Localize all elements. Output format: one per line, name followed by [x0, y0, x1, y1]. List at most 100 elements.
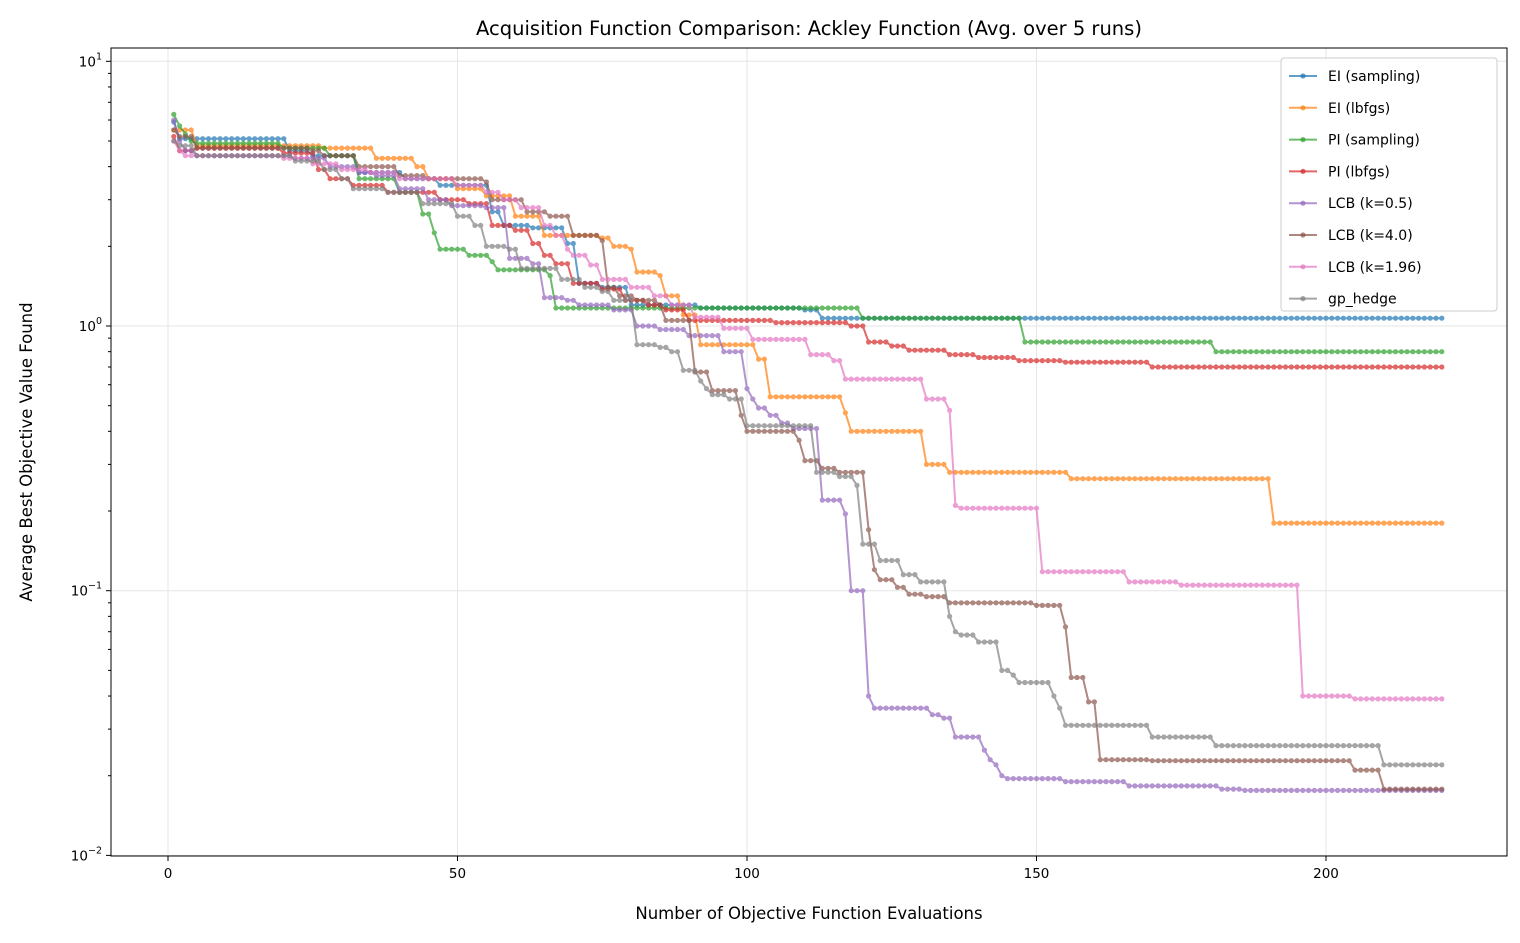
data-point [1288, 582, 1294, 588]
data-point [1253, 787, 1260, 794]
data-point [1392, 349, 1399, 355]
data-point [1126, 476, 1132, 482]
data-point [813, 352, 820, 358]
data-point [1416, 315, 1422, 321]
data-point [738, 325, 744, 331]
data-point [1352, 696, 1358, 702]
data-point [200, 140, 206, 146]
data-point [1028, 315, 1034, 321]
data-point [894, 376, 901, 382]
data-point [1039, 315, 1045, 321]
data-point [1109, 757, 1115, 763]
data-point [1311, 758, 1317, 764]
data-point [1149, 315, 1155, 321]
data-point [715, 388, 721, 394]
data-point [1363, 520, 1370, 526]
y-tick-label: 101 [79, 51, 102, 70]
data-point [842, 511, 849, 517]
data-point [1091, 779, 1097, 785]
data-point [1068, 779, 1074, 785]
data-point [524, 222, 530, 228]
data-point [1300, 349, 1306, 355]
data-point [808, 320, 814, 326]
data-point [605, 276, 611, 282]
series-gp-hedge [171, 138, 1445, 768]
data-point [1248, 787, 1254, 794]
data-point [1039, 679, 1045, 686]
data-point [512, 222, 519, 228]
data-point [1387, 364, 1393, 370]
data-point [1138, 783, 1144, 789]
data-point [564, 232, 571, 238]
data-point [258, 136, 264, 142]
y-tick-label: 10−1 [71, 581, 102, 600]
data-point [640, 297, 646, 303]
data-point [414, 176, 420, 182]
data-point [1004, 667, 1011, 674]
data-point [1138, 359, 1144, 365]
data-point [952, 352, 959, 358]
x-axis: 0 50 100 150 200 [164, 856, 1339, 882]
data-point [240, 145, 246, 151]
data-point [1271, 758, 1277, 764]
data-point [674, 317, 681, 323]
data-point [1329, 315, 1335, 321]
data-point [628, 297, 634, 303]
data-point [246, 145, 252, 151]
data-point [1236, 758, 1242, 764]
data-point [831, 320, 837, 326]
data-point [1184, 339, 1190, 345]
data-point [315, 148, 322, 154]
data-point [1190, 758, 1196, 764]
data-point [1363, 743, 1370, 749]
data-point [894, 584, 901, 590]
data-point [1253, 315, 1260, 321]
data-point [426, 201, 432, 207]
data-point [1340, 364, 1346, 370]
data-point [646, 342, 652, 348]
data-point [657, 273, 663, 279]
data-point [1167, 734, 1173, 740]
data-point [408, 186, 414, 192]
data-point [703, 305, 710, 311]
data-point [819, 352, 825, 358]
data-point [570, 232, 576, 238]
data-point [727, 342, 733, 348]
data-point [350, 153, 356, 159]
data-point [1358, 696, 1364, 702]
data-point [813, 394, 820, 400]
data-point [1277, 758, 1283, 764]
data-point [229, 140, 235, 146]
data-point [1404, 315, 1410, 321]
data-point [883, 577, 889, 583]
x-tick-label: 100 [734, 866, 760, 882]
data-point [1190, 339, 1196, 345]
data-point [489, 259, 495, 265]
data-point [981, 505, 988, 511]
data-point [854, 482, 860, 488]
data-point [750, 423, 756, 429]
data-point [738, 396, 744, 402]
data-point [1225, 786, 1231, 792]
data-point [871, 339, 878, 345]
data-point [698, 369, 704, 375]
data-point [1294, 743, 1300, 749]
data-point [1143, 476, 1150, 482]
data-point [640, 323, 646, 329]
data-point [900, 428, 906, 434]
data-point [1155, 339, 1161, 345]
data-point [177, 133, 183, 140]
data-point [663, 307, 669, 313]
data-point [431, 197, 437, 203]
data-point [611, 284, 617, 290]
data-point [1033, 602, 1040, 609]
data-point [1039, 602, 1045, 609]
data-point [518, 222, 524, 228]
legend-entry: gp_hedge [1289, 292, 1397, 308]
data-point [622, 276, 629, 282]
data-point [547, 213, 553, 219]
data-point [350, 145, 356, 151]
data-point [1080, 674, 1086, 681]
data-point [779, 428, 785, 434]
data-point [443, 246, 449, 252]
